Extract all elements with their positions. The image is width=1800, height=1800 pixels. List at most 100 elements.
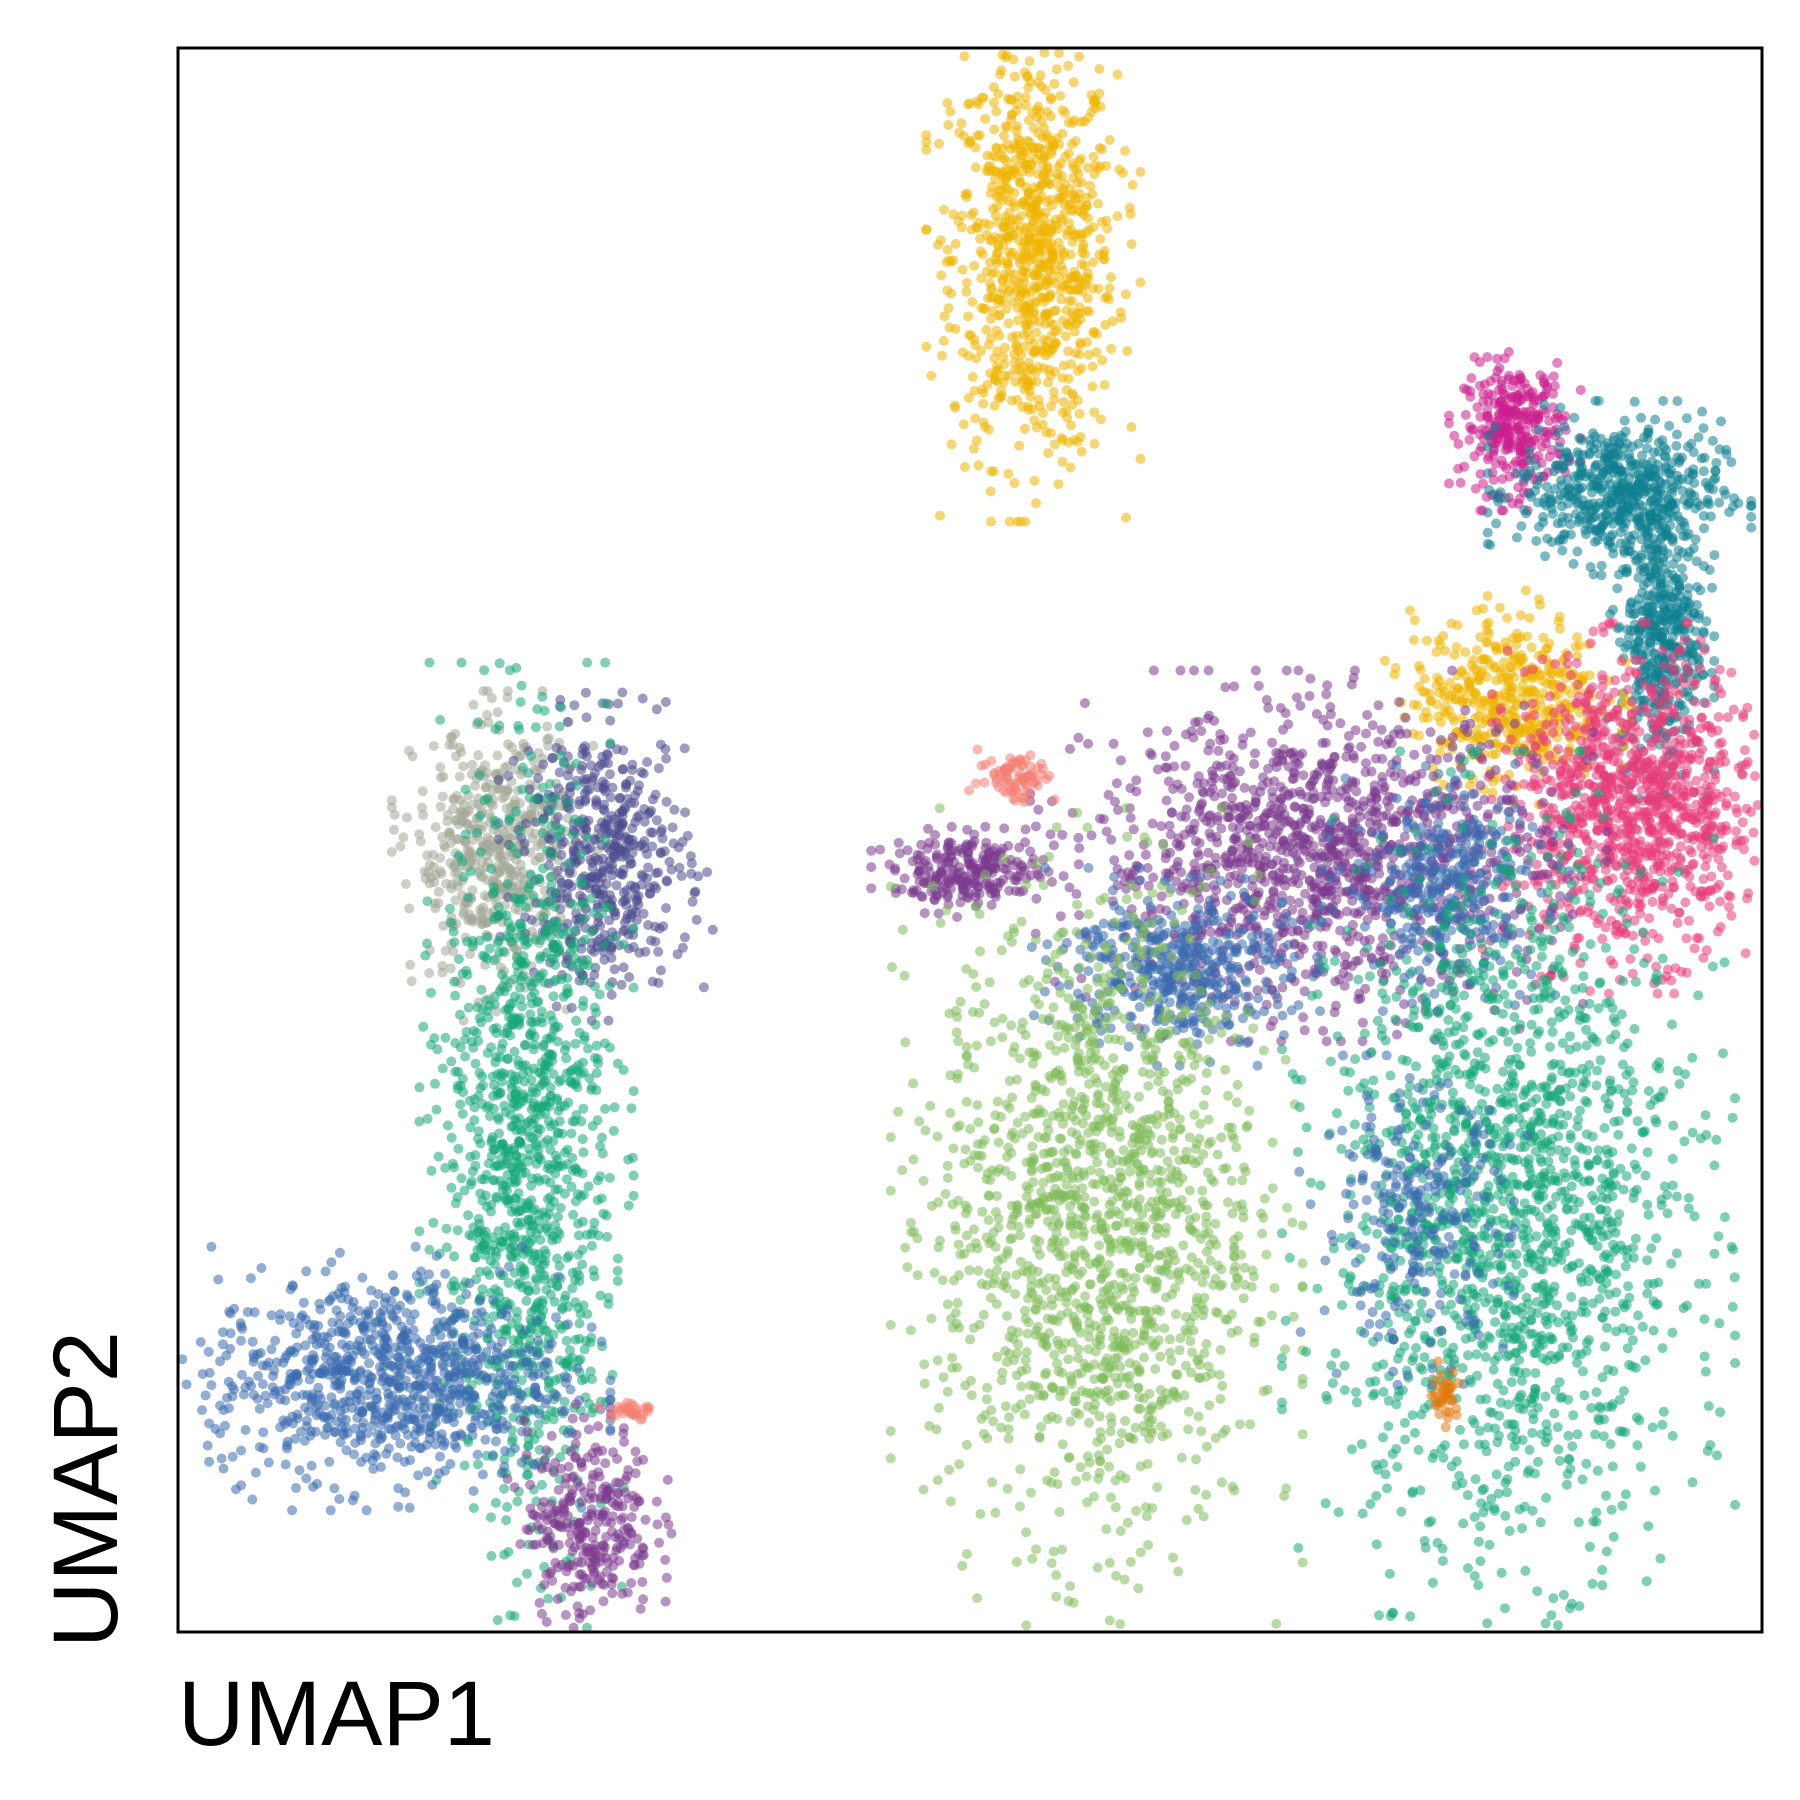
point (1509, 718, 1520, 729)
point (1600, 448, 1611, 459)
point (963, 392, 974, 403)
point (989, 124, 1000, 135)
point (978, 398, 989, 409)
point (1145, 748, 1156, 758)
point (1112, 211, 1123, 222)
point (1669, 737, 1680, 748)
point (1019, 423, 1030, 434)
point (1475, 380, 1485, 391)
point (1681, 933, 1692, 944)
point (1190, 717, 1201, 728)
point (1367, 720, 1378, 731)
point (1009, 187, 1020, 198)
point (1010, 365, 1021, 376)
point (1041, 336, 1052, 347)
point (1003, 259, 1014, 270)
point (1444, 478, 1454, 489)
point (1552, 357, 1563, 368)
point (1737, 817, 1748, 828)
point (1020, 516, 1031, 527)
point (1259, 820, 1270, 831)
point (1655, 800, 1666, 811)
point (1620, 928, 1631, 939)
point (1516, 686, 1527, 697)
point (1346, 679, 1357, 690)
point (1635, 836, 1646, 846)
point (1342, 906, 1352, 917)
point (1750, 771, 1760, 782)
point (1529, 710, 1540, 720)
point (1094, 64, 1105, 74)
point (1669, 988, 1680, 999)
point (1698, 626, 1709, 637)
point (1613, 449, 1624, 460)
point (1714, 758, 1725, 768)
point (1626, 725, 1637, 736)
point (1621, 563, 1632, 574)
point (1030, 821, 1041, 832)
point (1483, 809, 1494, 820)
point (1679, 790, 1690, 801)
point (1714, 444, 1725, 455)
point (1003, 318, 1014, 329)
point (1049, 306, 1059, 317)
point (1002, 139, 1012, 150)
point (975, 233, 986, 244)
point (1102, 223, 1113, 234)
point (1268, 757, 1279, 768)
point (1023, 115, 1034, 126)
point (1033, 128, 1044, 139)
point (1564, 714, 1575, 725)
point (1704, 499, 1715, 510)
point (1366, 792, 1377, 803)
point (1160, 751, 1171, 762)
point (1749, 729, 1760, 740)
point (1526, 411, 1537, 422)
point (1250, 748, 1260, 759)
point (1479, 794, 1490, 805)
point (1032, 112, 1043, 123)
point (1304, 691, 1315, 701)
point (1031, 327, 1042, 338)
point (1674, 907, 1685, 918)
point (1089, 438, 1100, 449)
point (1676, 828, 1687, 839)
point (1357, 1017, 1368, 1028)
point (1351, 786, 1362, 797)
point (1330, 976, 1341, 987)
point (1082, 162, 1093, 173)
point (1677, 485, 1688, 496)
point (1049, 78, 1060, 89)
point (1701, 853, 1712, 864)
point (1029, 415, 1040, 426)
point (1342, 959, 1353, 970)
point (1713, 926, 1723, 937)
point (1339, 980, 1350, 991)
point (1464, 434, 1475, 445)
point (1650, 414, 1661, 425)
point (1503, 681, 1513, 692)
point (1014, 258, 1025, 269)
point (1630, 823, 1641, 834)
point (1004, 516, 1015, 527)
point (1049, 439, 1060, 450)
point (1106, 272, 1117, 283)
point (1377, 777, 1388, 788)
point (1425, 695, 1436, 706)
point (1572, 679, 1583, 690)
point (1117, 168, 1128, 178)
point (1241, 800, 1251, 810)
point (1689, 943, 1700, 954)
point (1245, 820, 1256, 831)
point (1614, 798, 1625, 809)
point (1689, 808, 1700, 819)
point (1095, 161, 1106, 172)
point (1131, 775, 1142, 786)
point (1017, 166, 1028, 177)
point (1111, 778, 1122, 789)
point (1234, 813, 1245, 824)
point (1538, 797, 1549, 808)
point (1658, 660, 1669, 671)
point (1620, 642, 1631, 653)
point (943, 120, 954, 130)
